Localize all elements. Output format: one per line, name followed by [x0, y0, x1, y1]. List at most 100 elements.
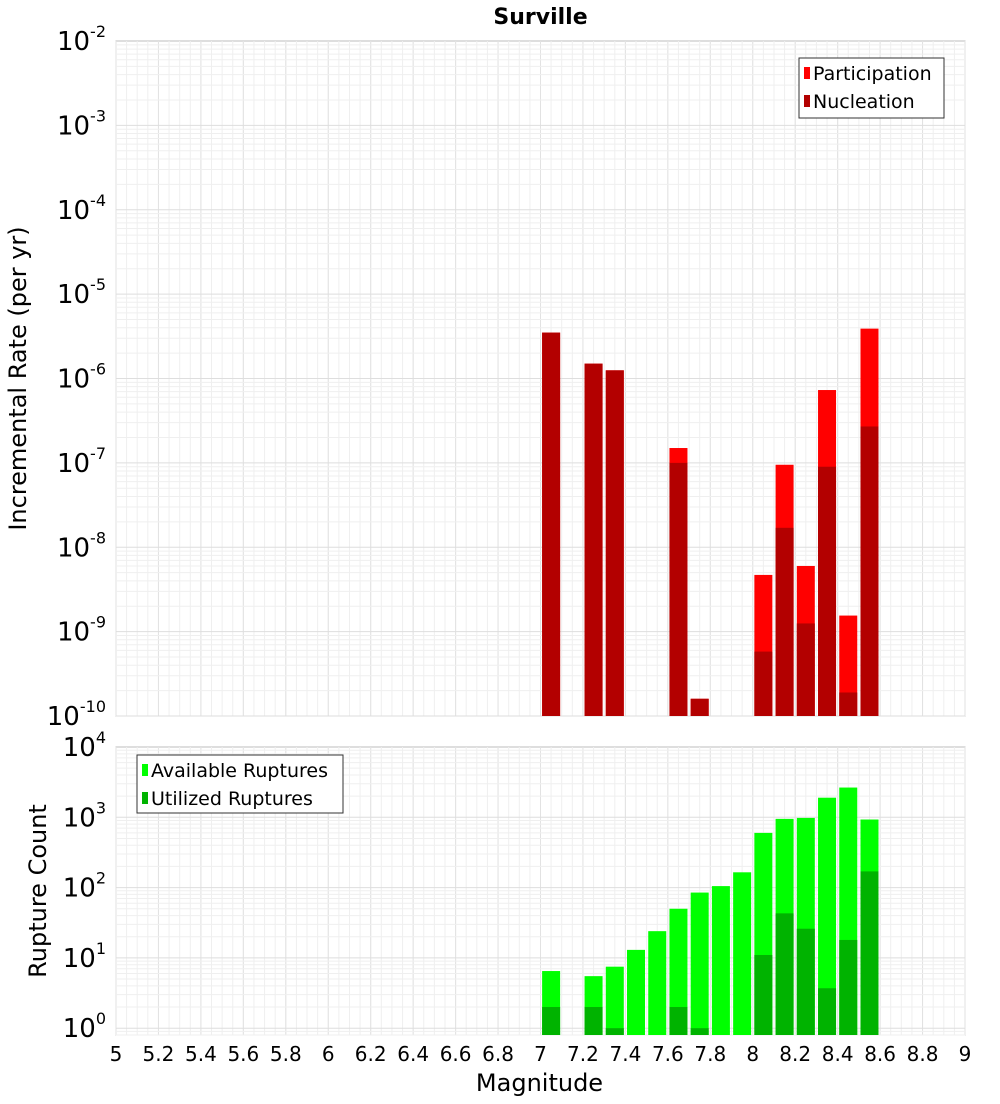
y-tick-exponent: 4	[96, 728, 106, 747]
y-tick-base: 10	[63, 1014, 96, 1044]
y-tick-label: 102	[63, 869, 106, 904]
y-tick-label: 10-8	[57, 528, 106, 563]
x-tick-label: 7.8	[694, 1042, 726, 1066]
bar-available-ruptures	[605, 966, 624, 1035]
y-tick-label: 10-4	[57, 191, 106, 226]
x-tick-label: 8.8	[907, 1042, 939, 1066]
bar-available-ruptures	[733, 872, 752, 1035]
bar-utilized-ruptures	[796, 928, 815, 1035]
y-tick-label: 10-2	[57, 22, 106, 57]
x-axis-label: Magnitude	[476, 1069, 603, 1097]
x-tick-label: 6.8	[482, 1042, 514, 1066]
x-tick-label: 8.4	[822, 1042, 854, 1066]
y-tick-label: 10-6	[57, 360, 106, 395]
y-tick-exponent: -5	[90, 275, 106, 294]
x-tick-label: 7	[534, 1042, 547, 1066]
bar-available-ruptures	[818, 797, 837, 1035]
bar-utilized-ruptures	[669, 1007, 688, 1035]
y-tick-base: 10	[63, 803, 96, 833]
x-tick-label: 5.8	[270, 1042, 302, 1066]
bar-nucleation	[839, 692, 858, 716]
y-tick-label: 10-5	[57, 275, 106, 310]
y-tick-base: 10	[57, 196, 90, 226]
y-tick-label: 10-9	[57, 613, 106, 648]
legend: Available Ruptures Utilized Ruptures	[136, 754, 344, 814]
y-tick-exponent: 1	[96, 939, 106, 958]
y-tick-exponent: 3	[96, 798, 106, 817]
y-tick-label: 100	[63, 1009, 106, 1044]
y-tick-exponent: -7	[90, 444, 106, 463]
y-tick-exponent: 0	[96, 1009, 106, 1028]
bar-available-ruptures	[627, 949, 646, 1035]
bar-utilized-ruptures	[690, 1028, 709, 1035]
chart-title: Surville	[493, 5, 587, 30]
bar-available-ruptures	[711, 886, 730, 1035]
y-tick-base: 10	[57, 280, 90, 310]
y-tick-base: 10	[57, 618, 90, 648]
x-tick-label: 5	[110, 1042, 123, 1066]
y-tick-base: 10	[63, 944, 96, 974]
legend-entry: Nucleation	[813, 91, 915, 113]
y-tick-base: 10	[57, 533, 90, 563]
y-tick-label: 10-10	[47, 697, 106, 732]
bar-utilized-ruptures	[775, 913, 794, 1035]
y-tick-label: 103	[63, 798, 106, 833]
y-tick-label: 10-3	[57, 106, 106, 141]
x-tick-label: 8	[746, 1042, 759, 1066]
x-axis: 5 5.2 5.4 5.6 5.8 6 6.2 6.4 6.6 6.8 7 7.2 7.4 7.6 7.8 8…	[110, 1042, 972, 1097]
y-tick-base: 10	[57, 27, 90, 57]
legend-entry: Utilized Ruptures	[151, 788, 313, 810]
y-tick-label: 101	[63, 939, 106, 974]
bar-nucleation	[605, 370, 624, 716]
y-tick-base: 10	[63, 733, 96, 763]
bar-utilized-ruptures	[839, 939, 858, 1035]
y-tick-exponent: -3	[90, 106, 106, 125]
y-tick-label: 104	[63, 728, 106, 763]
bar-nucleation	[542, 332, 561, 716]
bar-nucleation	[796, 623, 815, 716]
bar-nucleation	[818, 466, 837, 716]
bar-nucleation	[860, 426, 879, 716]
x-tick-label: 6.2	[355, 1042, 387, 1066]
y-tick-label: 10-7	[57, 444, 106, 479]
y-tick-base: 10	[57, 111, 90, 141]
bar-nucleation	[775, 527, 794, 716]
x-tick-label: 6	[322, 1042, 335, 1066]
x-tick-label: 9	[959, 1042, 972, 1066]
bar-available-ruptures	[648, 931, 667, 1035]
y-tick-exponent: -10	[80, 697, 106, 716]
bar-utilized-ruptures	[860, 871, 879, 1035]
y-tick-exponent: 2	[96, 869, 106, 888]
y-axis-label: Rupture Count	[24, 804, 52, 978]
y-tick-base: 10	[47, 702, 80, 732]
x-tick-label: 5.2	[143, 1042, 175, 1066]
x-tick-label: 5.4	[185, 1042, 217, 1066]
bar-nucleation	[690, 698, 709, 716]
legend-entry: Available Ruptures	[151, 760, 328, 782]
bar-utilized-ruptures	[605, 1028, 624, 1035]
x-tick-label: 5.6	[227, 1042, 259, 1066]
y-tick-exponent: -9	[90, 613, 106, 632]
y-tick-exponent: -2	[90, 22, 106, 41]
legend-swatch	[142, 792, 148, 804]
panel-0: 10-1010-910-810-710-610-510-410-310-2Inc…	[4, 22, 966, 732]
legend: Participation Nucleation	[798, 57, 945, 119]
legend-swatch	[804, 95, 810, 107]
bar-utilized-ruptures	[818, 988, 837, 1035]
bar-utilized-ruptures	[754, 954, 773, 1035]
x-tick-label: 8.2	[779, 1042, 811, 1066]
y-tick-base: 10	[63, 874, 96, 904]
x-tick-label: 7.2	[567, 1042, 599, 1066]
legend-entry: Participation	[813, 63, 932, 85]
bar-nucleation	[584, 363, 603, 716]
x-tick-label: 8.6	[864, 1042, 896, 1066]
y-tick-base: 10	[57, 449, 90, 479]
y-tick-exponent: -4	[90, 191, 106, 210]
legend-swatch	[142, 764, 148, 776]
bar-utilized-ruptures	[542, 1007, 561, 1035]
y-tick-exponent: -6	[90, 360, 106, 379]
legend-box	[136, 754, 344, 814]
